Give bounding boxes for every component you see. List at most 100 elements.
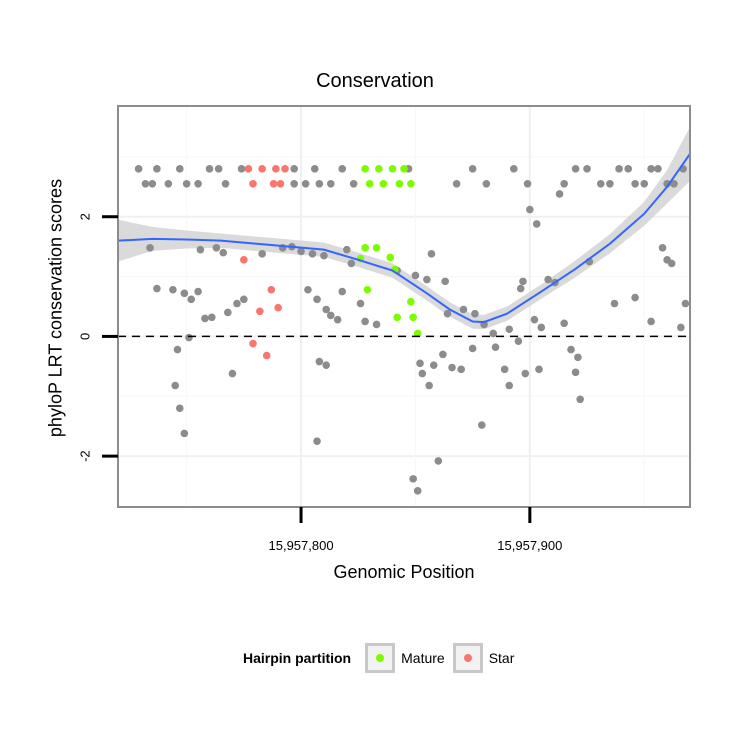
point-mature — [388, 165, 397, 173]
point-star — [274, 303, 282, 312]
point-other — [290, 165, 298, 173]
point-other — [537, 323, 546, 332]
point-mature — [365, 180, 374, 188]
point-other — [171, 381, 179, 390]
point-mature — [407, 180, 415, 188]
point-other — [423, 275, 431, 284]
y-tick-label: 0 — [78, 333, 93, 340]
point-other — [418, 369, 427, 378]
point-other — [347, 259, 356, 268]
point-star — [281, 165, 289, 173]
point-other — [194, 287, 202, 296]
point-other — [134, 165, 143, 173]
point-other — [416, 359, 424, 368]
point-other — [219, 248, 228, 257]
point-mature — [361, 244, 369, 252]
point-other — [468, 165, 477, 173]
point-other — [182, 180, 191, 188]
point-other — [500, 365, 509, 374]
point-other — [148, 180, 157, 188]
point-other — [173, 345, 182, 354]
point-other — [214, 165, 223, 173]
point-other — [180, 289, 189, 298]
point-other — [320, 251, 328, 260]
point-other — [571, 368, 580, 377]
point-other — [647, 317, 655, 326]
point-other — [338, 287, 347, 296]
point-other — [574, 353, 582, 362]
point-other — [153, 165, 161, 173]
point-mature — [395, 180, 404, 188]
point-other — [315, 180, 324, 188]
point-other — [164, 180, 173, 188]
point-other — [491, 343, 500, 351]
point-other — [596, 180, 605, 188]
point-other — [313, 437, 321, 445]
point-other — [514, 337, 523, 346]
point-other — [224, 308, 232, 317]
legend-title: Hairpin partition — [243, 650, 352, 666]
point-other — [310, 165, 319, 173]
point-other — [439, 350, 447, 359]
x-tick-label: 15,957,800 — [269, 538, 334, 553]
point-star — [269, 180, 278, 188]
point-mature — [407, 297, 415, 306]
point-other — [468, 344, 477, 353]
point-other — [308, 250, 317, 258]
point-other — [519, 277, 527, 286]
point-other — [530, 315, 539, 324]
legend-label-mature: Mature — [401, 650, 445, 666]
legend-key-star — [452, 643, 483, 673]
point-other — [521, 369, 530, 378]
point-other — [322, 305, 331, 314]
legend-label-star: Star — [488, 650, 515, 666]
point-other — [333, 315, 342, 324]
point-mature — [400, 165, 408, 173]
point-star — [276, 180, 285, 188]
point-other — [146, 244, 154, 252]
legend-dot-star — [463, 654, 472, 662]
legend-key-mature — [365, 643, 396, 673]
point-other — [443, 309, 452, 318]
point-other — [338, 165, 347, 173]
point-other — [175, 404, 184, 413]
point-other — [372, 320, 381, 329]
chart-title: Conservation — [316, 70, 434, 92]
point-mature — [409, 313, 417, 322]
legend-dot-mature — [376, 654, 385, 662]
smooth-line — [117, 153, 691, 324]
point-other — [526, 205, 534, 214]
point-other — [233, 299, 241, 308]
point-other — [313, 295, 321, 304]
point-other — [434, 457, 443, 465]
point-other — [647, 165, 655, 173]
point-other — [523, 180, 532, 188]
point-other — [180, 429, 189, 438]
point-other — [640, 180, 649, 188]
legend-item-star: Star — [452, 643, 515, 673]
point-mature — [361, 165, 369, 173]
point-other — [429, 361, 438, 369]
y-axis-label: phyloP LRT conservation scores — [45, 178, 66, 438]
point-mature — [393, 313, 401, 322]
point-other — [322, 361, 331, 369]
point-star — [244, 165, 253, 173]
point-other — [457, 365, 466, 374]
point-other — [212, 244, 221, 252]
point-other — [343, 245, 351, 254]
point-mature — [379, 180, 388, 188]
point-other — [221, 180, 230, 188]
x-tick-label: 15,957,900 — [497, 538, 562, 553]
point-other — [658, 244, 667, 252]
point-mature — [386, 253, 395, 262]
point-other — [413, 487, 422, 495]
point-star — [267, 285, 276, 294]
point-other — [326, 311, 335, 320]
point-other — [459, 305, 468, 314]
y-tick-label: -2 — [78, 450, 93, 462]
x-axis-label: Genomic Position — [333, 562, 475, 582]
point-other — [677, 323, 685, 332]
point-other — [228, 369, 237, 378]
point-other — [196, 245, 205, 254]
